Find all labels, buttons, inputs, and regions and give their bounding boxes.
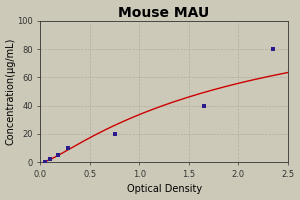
Point bbox=[271, 47, 275, 51]
Point bbox=[48, 157, 52, 160]
X-axis label: Optical Density: Optical Density bbox=[127, 184, 202, 194]
Point bbox=[201, 104, 206, 107]
Y-axis label: Concentration(μg/mL): Concentration(μg/mL) bbox=[6, 38, 16, 145]
Point bbox=[56, 154, 61, 157]
Point bbox=[112, 132, 117, 136]
Point bbox=[66, 146, 70, 150]
Point bbox=[43, 160, 48, 163]
Title: Mouse MAU: Mouse MAU bbox=[118, 6, 210, 20]
